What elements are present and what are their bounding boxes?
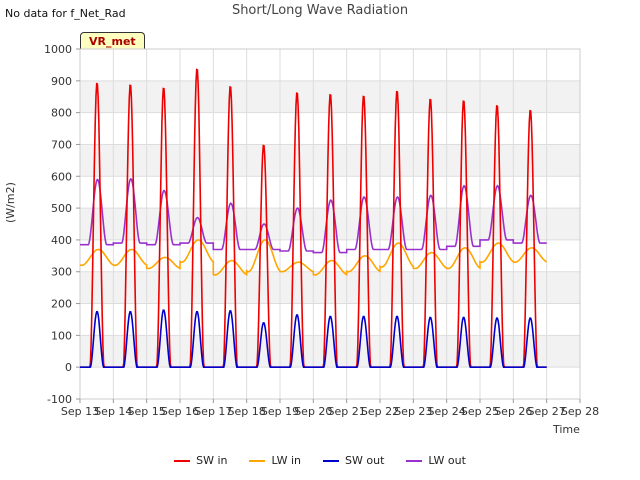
legend-item-lw-in: LW in	[249, 454, 301, 467]
legend-item-lw-out: LW out	[406, 454, 466, 467]
y-tick-label: 700	[51, 138, 72, 151]
legend-label: LW out	[428, 454, 466, 467]
x-tick-label: Sep 23	[394, 405, 432, 418]
y-tick-label: 100	[51, 329, 72, 342]
plot-band	[80, 335, 580, 368]
y-tick-label: 900	[51, 75, 72, 88]
legend-item-sw-in: SW in	[174, 454, 227, 467]
y-tick-label: 300	[51, 266, 72, 279]
series-line-lw-out	[80, 177, 547, 254]
x-tick-label: Sep 13	[61, 405, 99, 418]
x-tick-label: Sep 27	[528, 405, 566, 418]
y-tick-label: 1000	[44, 43, 72, 56]
series-line-sw-out	[80, 309, 547, 368]
x-tick-label: Sep 28	[561, 405, 599, 418]
x-tick-label: Sep 22	[361, 405, 399, 418]
y-tick-label: -100	[47, 393, 72, 406]
series-line-lw-in	[79, 239, 548, 276]
no-data-note: No data for f_Net_Rad	[5, 7, 126, 20]
chart-title: Short/Long Wave Radiation	[231, 3, 409, 18]
legend-label: LW in	[271, 454, 302, 467]
legend: SW in LW in SW out LW out	[0, 454, 640, 467]
plot-band	[80, 367, 580, 399]
x-axis-label: Time	[553, 423, 580, 436]
x-tick-label: Sep 18	[228, 405, 266, 418]
plot-band	[80, 208, 580, 240]
plot-band	[80, 112, 580, 145]
legend-swatch	[249, 459, 266, 462]
x-tick-label: Sep 21	[328, 405, 366, 418]
y-tick-label: 500	[51, 202, 72, 215]
x-tick-label: Sep 24	[428, 405, 466, 418]
legend-label: SW in	[196, 454, 228, 467]
x-tick-label: Sep 25	[461, 405, 499, 418]
legend-label: SW out	[345, 454, 385, 467]
x-tick-label: Sep 15	[128, 405, 166, 418]
x-tick-label: Sep 20	[294, 405, 332, 418]
plot-band	[80, 49, 580, 81]
legend-swatch	[323, 459, 340, 462]
legend-swatch	[174, 459, 191, 462]
legend-swatch	[406, 459, 423, 462]
plot-band	[80, 271, 580, 304]
x-tick-label: Sep 19	[261, 405, 299, 418]
plot-band	[80, 239, 580, 272]
y-tick-label: 200	[51, 298, 72, 311]
x-tick-label: Sep 26	[494, 405, 532, 418]
site-badge: VR_met	[80, 32, 145, 51]
plot-band	[80, 144, 580, 177]
y-tick-label: 800	[51, 107, 72, 120]
x-tick-label: Sep 16	[161, 405, 199, 418]
y-tick-label: 0	[65, 361, 72, 374]
plot-frame	[79, 48, 581, 400]
y-tick-label: 600	[51, 170, 72, 183]
x-tick-label: Sep 14	[94, 405, 132, 418]
legend-item-sw-out: SW out	[323, 454, 384, 467]
y-tick-label: 400	[51, 234, 72, 247]
x-tick-label: Sep 17	[194, 405, 232, 418]
